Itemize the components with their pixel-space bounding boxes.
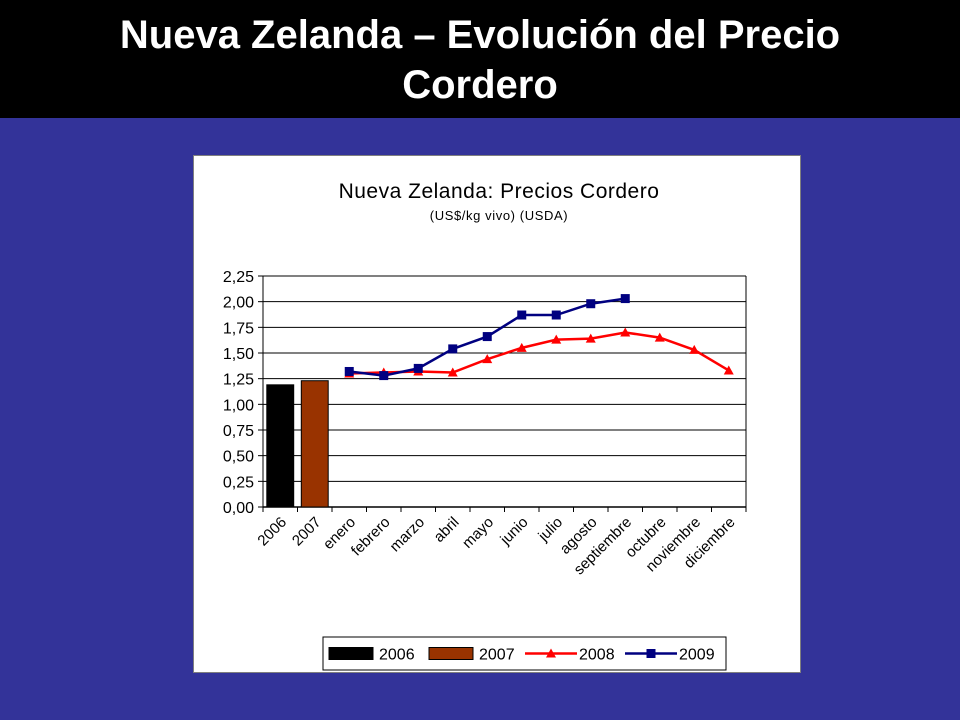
x-tick-label-mayo: mayo — [459, 514, 497, 552]
y-tick-label: 1,75 — [223, 320, 254, 337]
legend-marker-2009 — [646, 649, 656, 658]
lamb-price-chart: Nueva Zelanda: Precios Cordero (US$/kg v… — [223, 180, 747, 671]
point-2008-septiembre — [620, 327, 631, 337]
point-2008-mayo — [482, 354, 493, 364]
legend-label-2008: 2008 — [579, 647, 615, 664]
y-tick-label: 0,75 — [223, 423, 254, 440]
slide-title: Nueva Zelanda – Evolución del Precio Cor… — [119, 13, 841, 107]
point-2008-diciembre — [723, 365, 734, 375]
y-tick-label: 2,25 — [223, 269, 254, 286]
x-tick-label-2006: 2006 — [254, 514, 290, 550]
chart-legend: 2006 2007 2008 2009 — [322, 636, 727, 671]
point-2008-abril — [447, 367, 458, 377]
point-2008-junio — [516, 342, 527, 352]
x-tick-label-2007: 2007 — [289, 514, 325, 550]
point-2009-septiembre — [620, 294, 630, 304]
point-2009-abril — [448, 344, 458, 354]
y-tick-label: 1,50 — [223, 346, 254, 363]
y-tick-label: 0,25 — [223, 474, 254, 491]
line-2008 — [349, 331, 730, 375]
bar-2007-2007 — [300, 380, 329, 508]
point-2008-octubre — [654, 332, 665, 342]
point-2009-agosto — [586, 299, 596, 309]
x-tick-label-marzo: marzo — [387, 514, 428, 555]
chart-frame: Nueva Zelanda: Precios Cordero (US$/kg v… — [193, 155, 801, 673]
point-2008-julio — [551, 334, 562, 344]
legend-label-2006: 2006 — [379, 647, 415, 664]
title-bar — [0, 0, 960, 118]
y-tick-label: 1,25 — [223, 372, 254, 389]
x-tick-label-febrero: febrero — [348, 514, 394, 560]
y-tick-label: 1,00 — [223, 397, 254, 414]
point-2009-mayo — [482, 332, 492, 342]
legend-label-2007: 2007 — [479, 647, 515, 664]
point-2009-marzo — [413, 363, 423, 373]
legend-marker-2008 — [546, 648, 556, 658]
plot-area: 0,00 0,25 0,50 0,75 1,00 1,25 1,50 1,75 2,00 2,25… — [223, 269, 747, 578]
legend-swatch-2006 — [328, 647, 374, 660]
y-tick-label: 0,50 — [223, 449, 254, 466]
y-tick-label: 0,00 — [223, 500, 254, 517]
legend-swatch-2007 — [428, 647, 474, 660]
bar-2006-2006 — [266, 384, 295, 508]
x-tick-label-abril: abril — [431, 514, 463, 546]
point-2009-enero — [344, 366, 354, 376]
chart-subtitle: (US$/kg vivo) (USDA) — [430, 208, 568, 223]
chart-title: Nueva Zelanda: Precios Cordero — [339, 180, 660, 203]
x-tick-label-junio: junio — [496, 514, 531, 549]
point-2009-julio — [551, 310, 561, 320]
point-2008-noviembre — [689, 344, 700, 354]
point-2009-junio — [517, 310, 527, 320]
y-tick-label: 2,00 — [223, 295, 254, 312]
point-2008-agosto — [585, 333, 596, 343]
legend-label-2009: 2009 — [679, 647, 715, 664]
point-2009-febrero — [379, 371, 389, 381]
